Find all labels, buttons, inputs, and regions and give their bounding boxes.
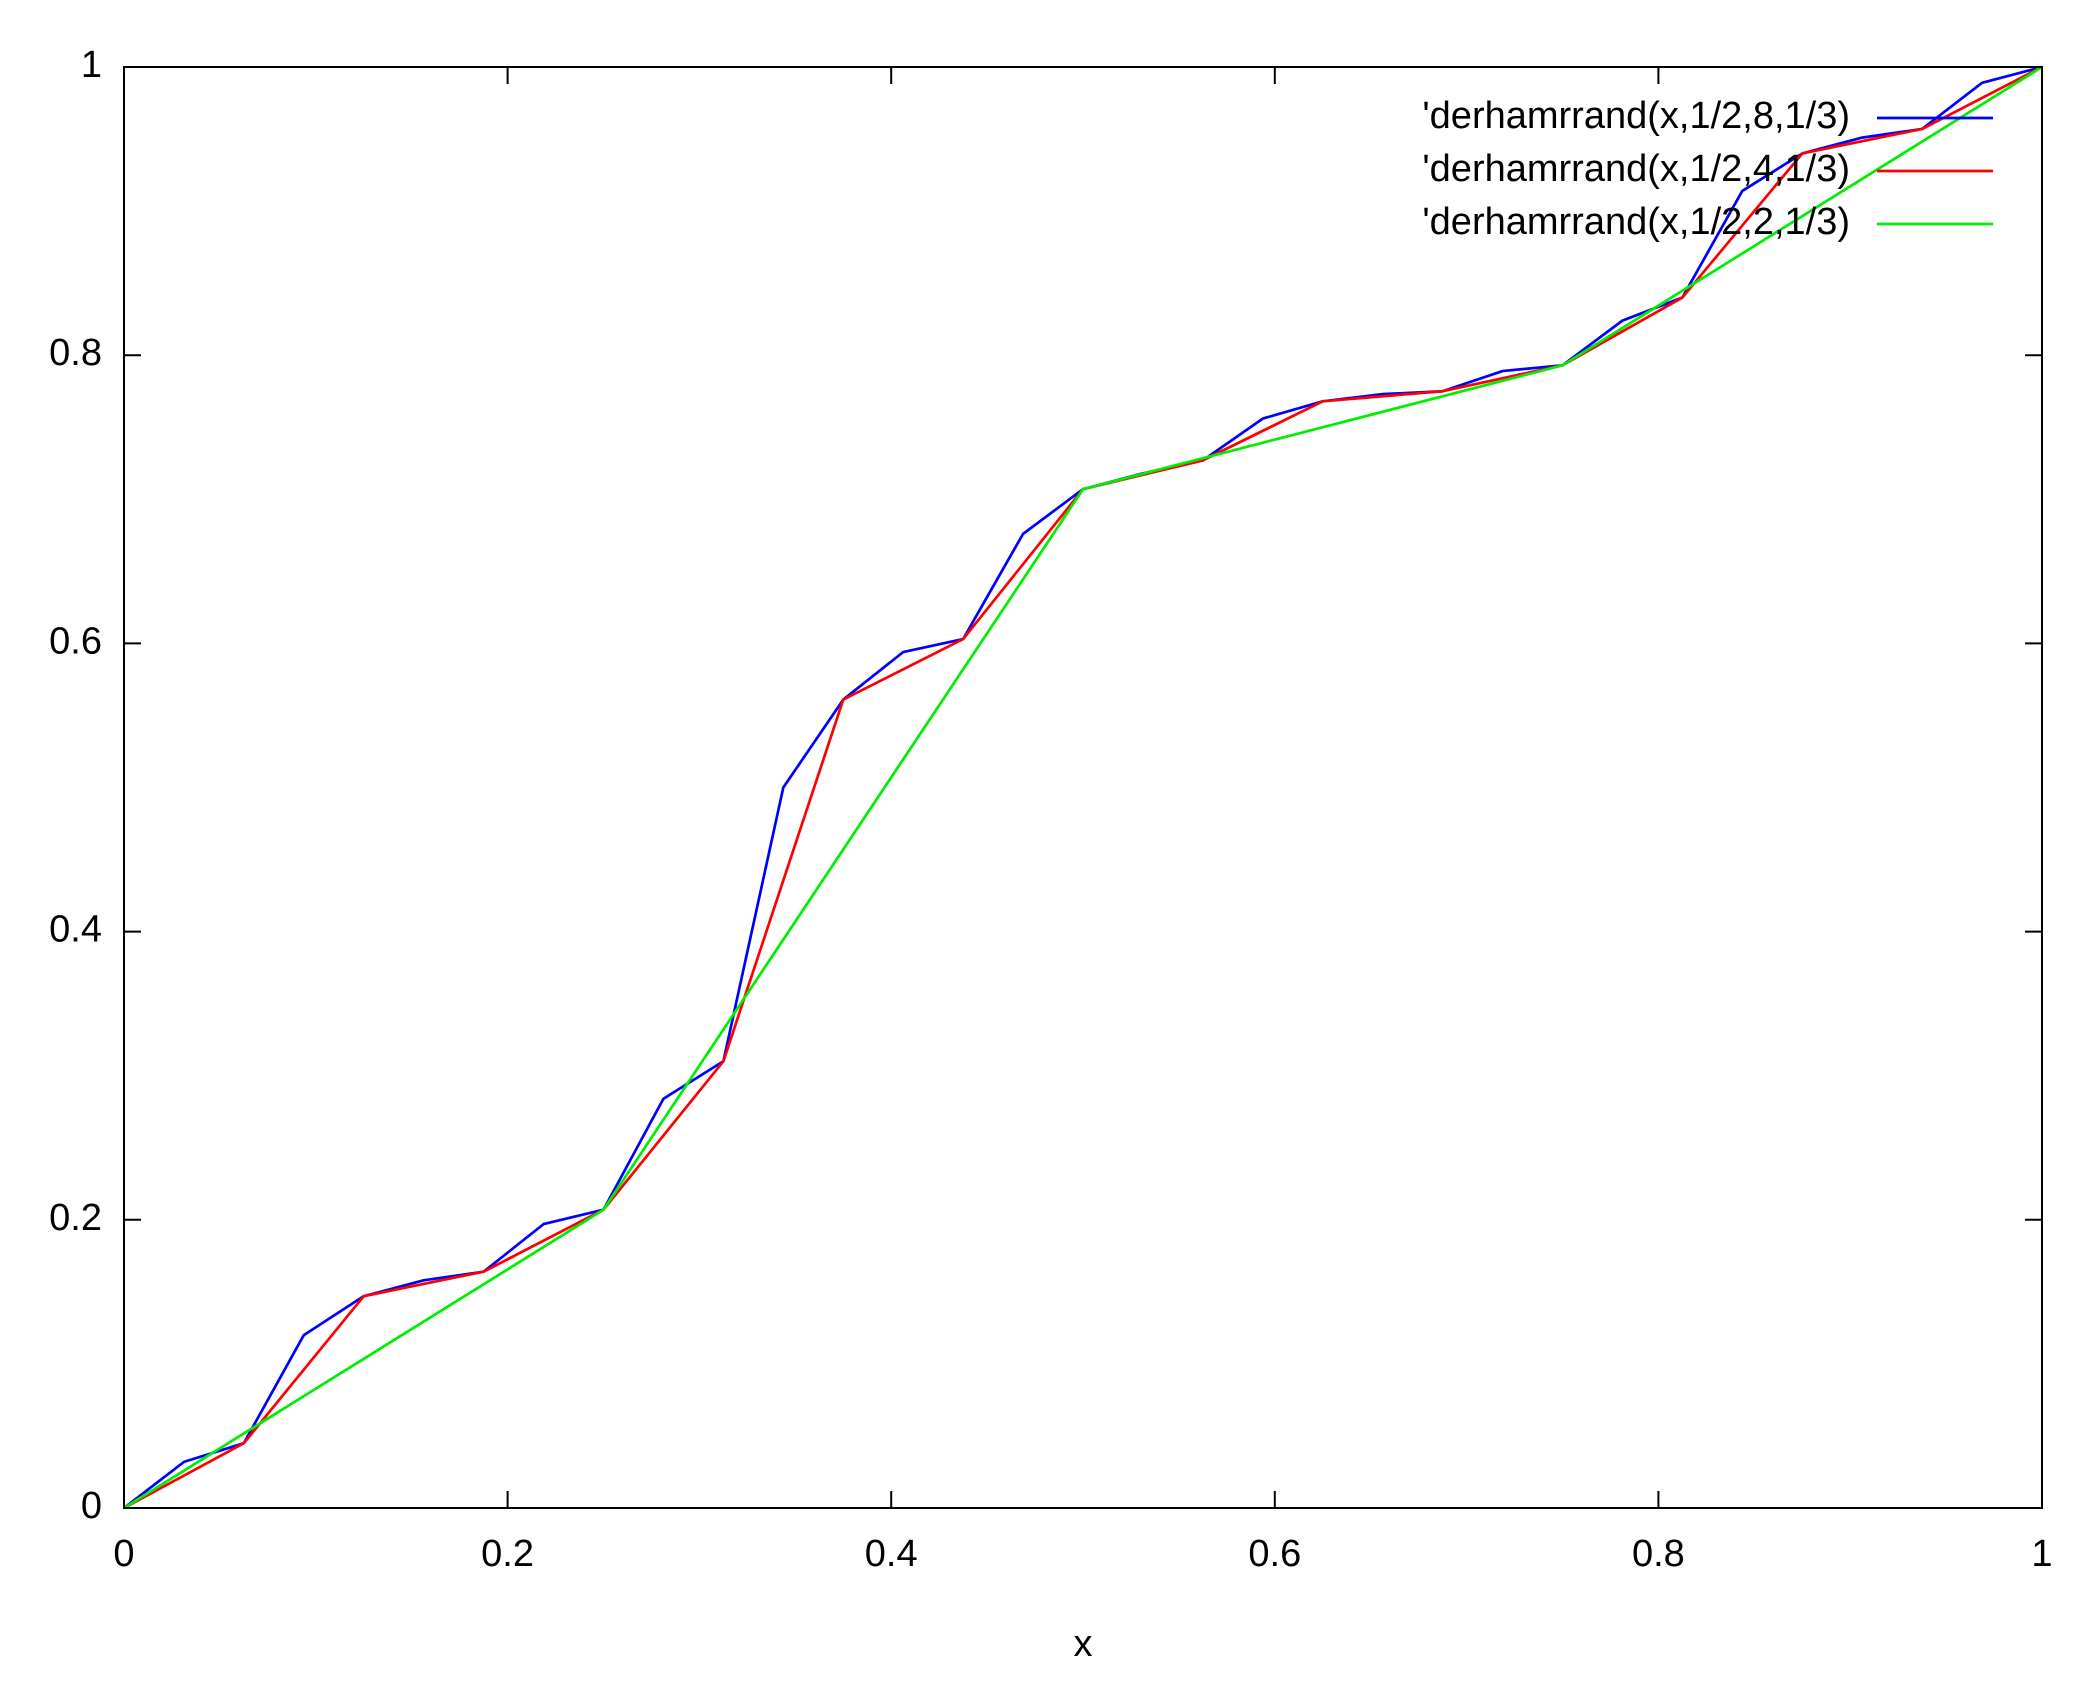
y-tick-label: 0.4 — [49, 909, 102, 951]
x-tick-label: 0 — [113, 1533, 134, 1575]
x-tick-label: 0.6 — [1248, 1533, 1301, 1575]
x-axis-label: x — [1074, 1623, 1093, 1665]
plot-frame — [123, 66, 2043, 1509]
legend-label: 'derhamrrand(x,1/2,8,1/3) — [1422, 95, 1850, 137]
series-line — [123, 65, 2043, 1510]
y-tick-label: 0 — [81, 1485, 102, 1527]
x-tick-label: 0.4 — [865, 1533, 918, 1575]
series-line — [123, 65, 2043, 1510]
y-tick-label: 1 — [81, 44, 102, 86]
x-tick-label: 1 — [2031, 1533, 2052, 1575]
x-tick-label: 0.2 — [481, 1533, 534, 1575]
y-tick-label: 0.8 — [49, 332, 102, 374]
y-tick-label: 0.2 — [49, 1197, 102, 1239]
y-tick-label: 0.6 — [49, 620, 102, 662]
series-line — [123, 65, 2043, 1510]
x-tick-label: 0.8 — [1632, 1533, 1685, 1575]
legend-label: 'derhamrrand(x,1/2,4,1/3) — [1422, 148, 1850, 190]
legend-label: 'derhamrrand(x,1/2,2,1/3) — [1422, 201, 1850, 243]
